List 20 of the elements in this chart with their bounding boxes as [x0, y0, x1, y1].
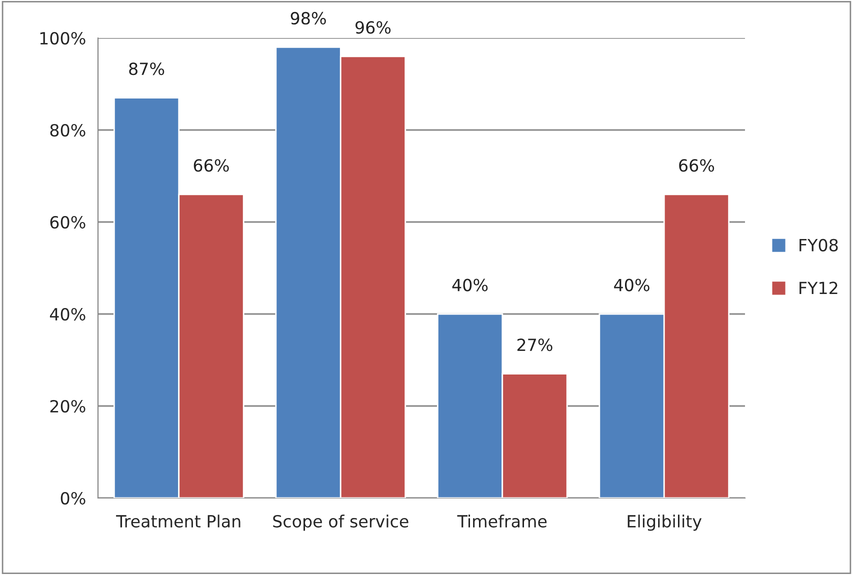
y-tick-label: 100%: [40, 32, 86, 45]
data-label: 40%: [452, 278, 488, 292]
x-tick-label: Timeframe: [457, 514, 547, 528]
data-label: 87%: [129, 62, 164, 76]
y-tick-label: 40%: [50, 308, 86, 321]
data-label: 96%: [356, 21, 391, 34]
x-tick-label: Eligibility: [628, 514, 702, 531]
data-label: 98%: [290, 12, 326, 25]
y-tick-label: 60%: [50, 216, 86, 229]
legend-label: FY12: [800, 282, 838, 294]
x-tick-label: Treatment Plan: [116, 514, 240, 528]
x-tick-label: Scope of service: [273, 514, 408, 531]
data-label: 66%: [194, 159, 229, 172]
data-label: 40%: [614, 278, 650, 292]
y-tick-label: 80%: [50, 124, 86, 137]
legend-label: FY08: [800, 238, 838, 252]
data-label: 66%: [679, 159, 714, 172]
data-label: 27%: [517, 338, 552, 352]
y-tick-label: 0%: [60, 492, 86, 505]
y-tick-label: 20%: [50, 400, 86, 413]
